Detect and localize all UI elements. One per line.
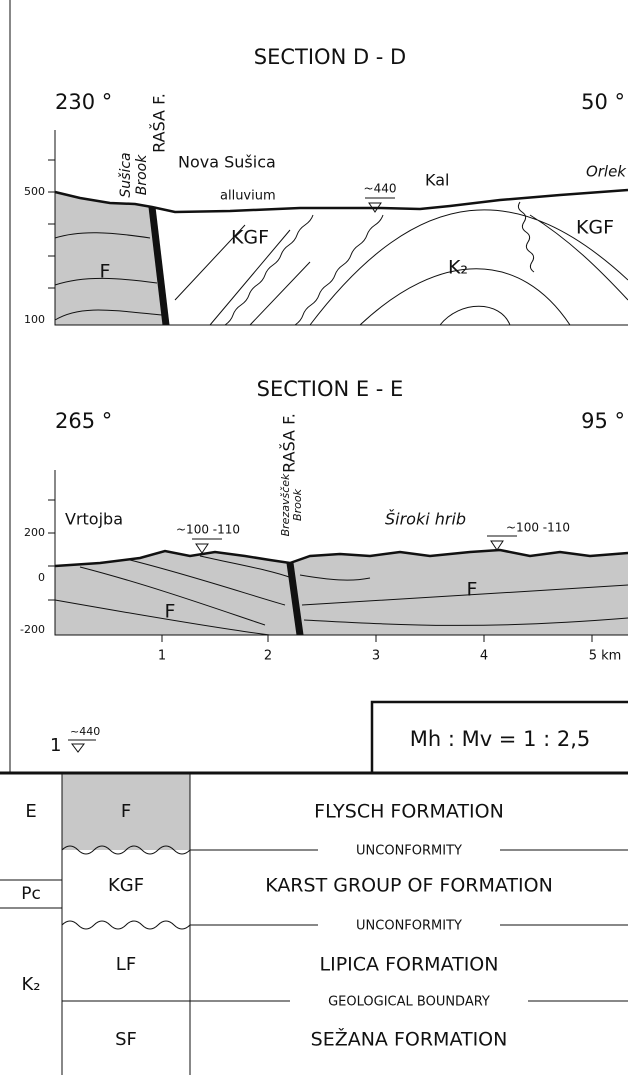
- section-title: SECTION E - E: [257, 377, 404, 401]
- age: Pc: [21, 884, 41, 904]
- boundary: GEOLOGICAL BOUNDARY: [328, 995, 490, 1010]
- unconformity: [62, 921, 190, 929]
- code: F: [121, 801, 131, 822]
- place: Orlek: [586, 163, 627, 181]
- distance: 4: [480, 649, 488, 664]
- spring-symbol: [68, 740, 96, 752]
- age: E: [25, 801, 36, 822]
- age: K₂: [21, 974, 40, 995]
- scale: Mh : Mv = 1 : 2,5: [410, 727, 591, 751]
- place: Široki hrib: [385, 510, 466, 529]
- unit: K₂: [448, 257, 468, 279]
- elevation: 200: [24, 526, 45, 539]
- alluvium: alluvium: [220, 189, 276, 204]
- distance: 3: [372, 649, 380, 664]
- spring-symbol: [365, 198, 395, 212]
- place: Vrtojba: [65, 510, 123, 529]
- fault-label: RAŠA F.: [150, 93, 169, 153]
- boundary: UNCONFORMITY: [356, 844, 462, 859]
- unconformity: [295, 215, 383, 325]
- elevation: -200: [20, 623, 45, 636]
- spring-label: ~100 -110: [506, 521, 570, 535]
- brook-label: Brook: [291, 488, 304, 521]
- azimuth: 95 °: [581, 409, 625, 433]
- code: LF: [116, 954, 136, 975]
- azimuth: 265 °: [55, 409, 112, 433]
- formation: KARST GROUP OF FORMATION: [265, 875, 553, 897]
- unit: F: [100, 261, 111, 283]
- unit: F: [467, 579, 478, 601]
- formation: FLYSCH FORMATION: [314, 801, 504, 823]
- brook-label: Sušica: [118, 152, 134, 197]
- section-title: SECTION D - D: [254, 45, 406, 69]
- code: SF: [115, 1029, 137, 1050]
- spring-symbol: [192, 536, 517, 553]
- place: Nova Sušica: [178, 153, 276, 172]
- formation: SEŽANA FORMATION: [311, 1028, 508, 1051]
- elevation: 100: [24, 313, 45, 326]
- unit: KGF: [576, 217, 614, 239]
- elevation: 0: [38, 571, 45, 584]
- distance: 2: [264, 649, 272, 664]
- place: Kal: [425, 171, 449, 190]
- legend-number: 1: [50, 735, 61, 756]
- legend-symbol-label: ~440: [70, 725, 100, 738]
- azimuth: 230 °: [55, 90, 112, 114]
- unit: F: [165, 601, 176, 623]
- brook-label: Brook: [134, 154, 150, 195]
- formation: LIPICA FORMATION: [320, 954, 499, 976]
- azimuth: 50 °: [581, 90, 625, 114]
- spring-label: ~440: [364, 182, 397, 196]
- distance: 5 km: [589, 649, 622, 664]
- geology-figure: SECTION D - D 230 ° 50 ° RAŠA F. Sušica …: [0, 0, 628, 1075]
- fault-label: RAŠA F.: [280, 413, 299, 473]
- unconformity: [518, 202, 534, 272]
- elevation: 500: [24, 185, 45, 198]
- distance: 1: [158, 649, 166, 664]
- code: KGF: [108, 875, 144, 896]
- spring-label: ~100 -110: [176, 523, 240, 537]
- boundary: UNCONFORMITY: [356, 919, 462, 934]
- unit: KGF: [231, 227, 269, 249]
